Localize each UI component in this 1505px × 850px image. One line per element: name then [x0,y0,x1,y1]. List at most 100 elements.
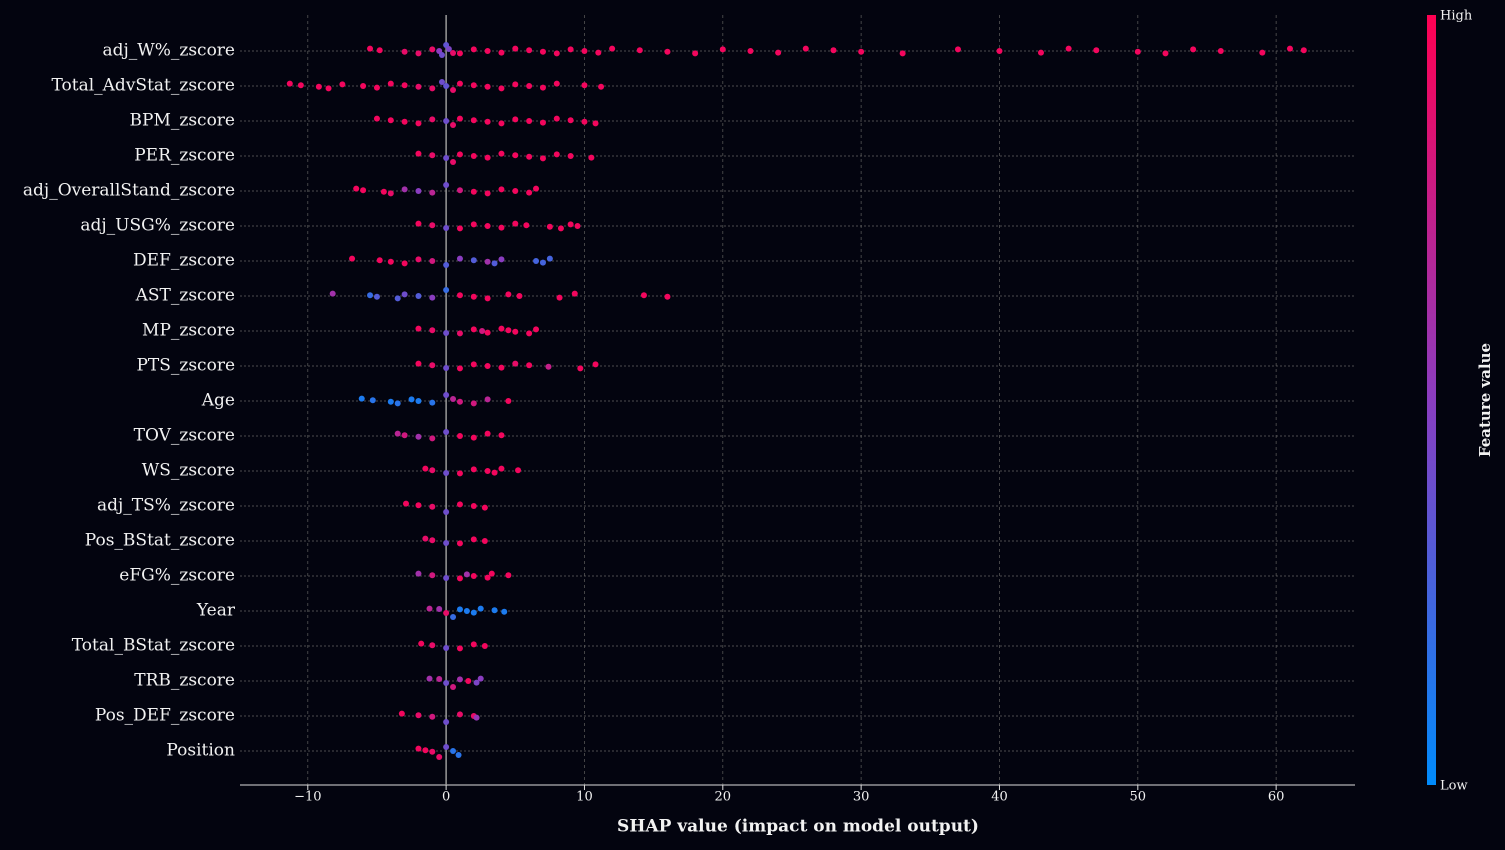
point [567,153,574,159]
point [456,115,463,122]
point [438,52,445,58]
point [456,330,463,337]
point [450,614,457,620]
point [463,571,470,578]
point [505,572,512,579]
point [498,120,505,127]
point [415,398,422,404]
point [479,328,486,334]
point [325,85,332,92]
y-tick-label: Position [166,741,235,761]
point [415,120,422,127]
point [456,540,463,547]
point [387,258,394,265]
point [1065,45,1072,52]
point [369,397,376,404]
point [484,468,491,474]
point [426,675,433,682]
point [498,49,505,56]
point [470,573,477,579]
point [429,189,436,196]
point [401,186,408,193]
point [429,399,436,406]
point [512,220,519,227]
point [481,643,488,649]
point [526,330,533,337]
point [477,605,484,612]
point [329,290,336,297]
point [450,684,457,690]
point [567,221,574,228]
point [408,396,415,403]
point [498,186,505,193]
point [415,220,422,227]
point [443,719,450,725]
point [512,152,519,159]
x-tick-label: 20 [715,790,732,805]
point [443,429,450,435]
x-tick-label: 60 [1268,790,1285,805]
point [1162,50,1169,57]
point [470,257,477,264]
point [830,47,837,54]
point [360,83,367,89]
point [353,185,360,192]
point [481,504,488,511]
point [470,361,477,368]
point [387,190,394,197]
point [429,294,436,301]
point [571,290,578,297]
point [470,466,477,473]
point [484,154,491,161]
point [387,398,394,405]
y-tick-label: adj_W%_zscore [102,41,235,61]
y-tick-label: BPM_zscore [130,111,235,131]
point [484,430,491,437]
point [415,50,422,57]
point [470,609,477,616]
y-tick-label: PER_zscore [134,146,235,166]
point [484,329,491,336]
point [557,225,564,232]
point [505,291,512,298]
point [373,84,380,91]
point [450,748,457,754]
point [470,46,477,53]
point [456,365,463,372]
point [526,153,533,160]
point [539,119,546,126]
point [470,117,477,124]
colorbar [1427,15,1436,785]
point [533,185,540,192]
point [358,395,365,402]
colorbar-high: High [1440,9,1473,24]
point [415,502,422,509]
point [526,47,533,54]
point [436,754,443,760]
y-tick-label: WS_zscore [142,461,235,481]
point [533,258,540,264]
point [367,45,374,52]
point [664,48,671,55]
y-tick-label: adj_OverallStand_zscore [23,181,235,201]
point [556,294,563,301]
point [315,83,322,90]
point [484,223,491,229]
point [429,748,436,755]
point [515,467,522,474]
point [498,364,505,371]
point [443,155,450,161]
point [516,293,523,299]
point [456,433,463,439]
y-tick-label: TOV_zscore [134,426,235,446]
point [443,262,450,268]
point [899,50,906,57]
point [415,293,422,299]
x-tick-label: −10 [294,790,321,805]
point [339,81,346,88]
point [443,645,450,651]
point [401,260,408,267]
point [526,118,533,124]
point [512,45,519,52]
